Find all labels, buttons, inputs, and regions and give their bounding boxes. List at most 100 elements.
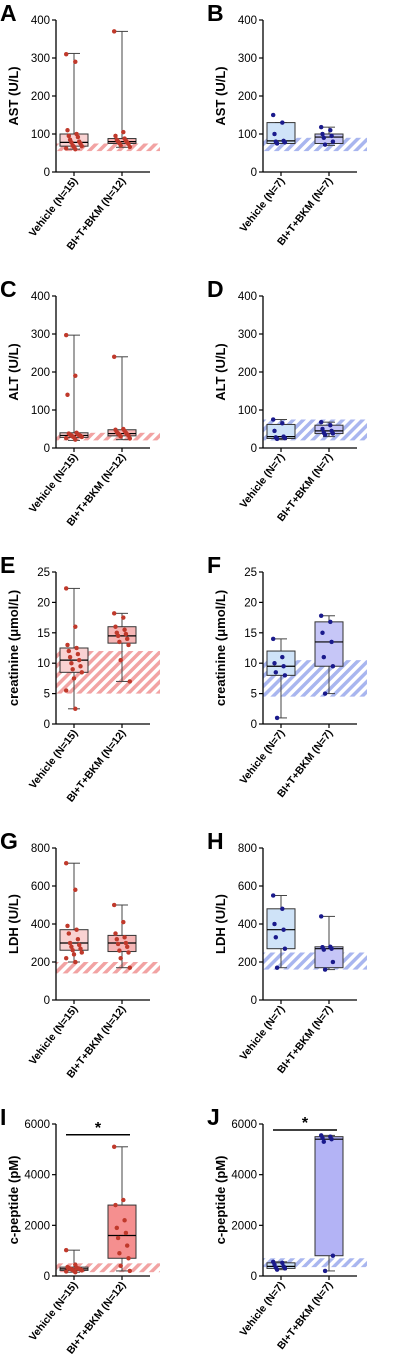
y-tick-label: 15	[244, 628, 257, 640]
data-point	[274, 436, 280, 442]
data-point	[127, 965, 133, 970]
reference-range-band	[56, 1263, 160, 1273]
data-point	[113, 931, 118, 936]
category-label: Vehicle (N=7)	[237, 1279, 287, 1338]
data-point	[117, 948, 122, 953]
panel-letter: J	[207, 1104, 220, 1130]
data-point	[111, 29, 117, 34]
data-point	[113, 624, 118, 629]
data-point	[281, 663, 286, 669]
data-point	[111, 354, 117, 360]
y-axis-label: AST (U/L)	[6, 66, 21, 125]
data-point	[127, 1268, 133, 1274]
data-point	[329, 1136, 334, 1142]
chart-svg: 0 2000 4000 6000 c-peptide (pM) Vehicle (N=7)…	[213, 1115, 367, 1352]
chart-svg: 0 5 10 15 20 25 creatinine (μmol/L) Vehicle (N=…	[213, 567, 367, 800]
panel-letter: E	[0, 552, 16, 578]
y-tick-label: 0	[251, 719, 257, 731]
significance-label: *	[95, 1120, 102, 1137]
data-point	[118, 143, 123, 148]
y-tick-label: 200	[31, 91, 50, 103]
data-point	[73, 437, 78, 442]
y-tick-label: 6000	[231, 1119, 257, 1131]
y-axis-label: AST (U/L)	[213, 66, 228, 125]
data-point	[63, 1269, 69, 1274]
y-axis-label: LDH (U/L)	[213, 894, 228, 954]
data-point	[122, 1218, 127, 1223]
data-point	[74, 645, 79, 651]
y-tick-label: 300	[238, 329, 257, 341]
data-point	[282, 673, 288, 678]
y-tick-label: 400	[238, 15, 257, 27]
data-point	[274, 965, 280, 970]
data-point	[114, 936, 120, 942]
data-point	[71, 952, 77, 957]
data-point	[322, 142, 328, 147]
data-point	[280, 421, 285, 426]
data-point	[322, 967, 328, 972]
data-point	[67, 654, 73, 660]
y-tick-label: 0	[251, 1271, 257, 1283]
data-point	[113, 1202, 118, 1208]
y-tick-label: 0	[44, 1271, 50, 1283]
data-point	[270, 417, 276, 422]
data-point	[320, 630, 325, 636]
y-tick-label: 15	[37, 628, 50, 640]
panel-a: A 0 100 200 300 400 AST (U/L) Vehicle (N=15) BI+…	[0, 0, 207, 253]
panel-b: B 0 100 200 300 400 AST (U/L) Vehicle (N=7) BI+T…	[207, 0, 414, 250]
chart-svg: 0 5 10 15 20 25 creatinine (μmol/L) Vehicle (N=…	[6, 567, 160, 805]
data-point	[127, 679, 133, 684]
y-tick-label: 200	[31, 957, 50, 969]
y-tick-label: 4000	[24, 1170, 50, 1182]
data-point	[126, 950, 131, 955]
y-tick-label: 0	[251, 995, 257, 1007]
data-point	[124, 944, 130, 950]
y-tick-label: 300	[31, 53, 50, 65]
reference-range-band	[56, 432, 160, 441]
data-point	[111, 902, 117, 908]
data-point	[282, 946, 288, 951]
y-tick-label: 100	[238, 129, 257, 141]
data-point	[67, 940, 73, 946]
data-point	[318, 124, 324, 130]
y-axis-label: ALT (U/L)	[6, 343, 21, 401]
data-point	[79, 434, 85, 440]
data-point	[66, 133, 72, 139]
data-point	[73, 373, 78, 379]
panel-letter: F	[207, 552, 222, 578]
y-tick-label: 100	[31, 405, 50, 417]
data-point	[73, 706, 78, 712]
data-point	[75, 936, 81, 942]
chart-svg: 0 2000 4000 6000 c-peptide (pM) Vehicle (N=15…	[6, 1119, 160, 1354]
data-point	[320, 1135, 325, 1141]
y-axis-label: ALT (U/L)	[213, 343, 228, 401]
box-iqr	[59, 929, 89, 951]
data-point	[117, 1250, 122, 1256]
y-tick-label: 0	[44, 995, 50, 1007]
category-label: Vehicle (N=7)	[237, 451, 287, 510]
y-tick-label: 300	[238, 53, 257, 65]
data-point	[73, 1269, 78, 1275]
y-tick-label: 25	[37, 567, 50, 579]
data-point	[121, 129, 126, 135]
data-point	[329, 946, 334, 951]
data-point	[282, 435, 288, 441]
y-tick-label: 100	[31, 129, 50, 141]
data-point	[273, 670, 279, 675]
panel-letter: C	[0, 276, 17, 302]
reference-range-band	[263, 1258, 367, 1268]
y-tick-label: 0	[251, 443, 257, 455]
box-iqr	[107, 1204, 137, 1259]
y-tick-label: 2000	[231, 1220, 257, 1232]
data-point	[320, 131, 325, 137]
data-point	[321, 947, 327, 952]
data-point	[78, 663, 83, 669]
y-tick-label: 300	[31, 329, 50, 341]
data-point	[63, 332, 69, 338]
panel-c: C 0 100 200 300 400 ALT (U/L) Vehicle (N=15) BI+…	[0, 276, 207, 529]
data-point	[111, 1144, 117, 1150]
data-point	[79, 1268, 85, 1273]
